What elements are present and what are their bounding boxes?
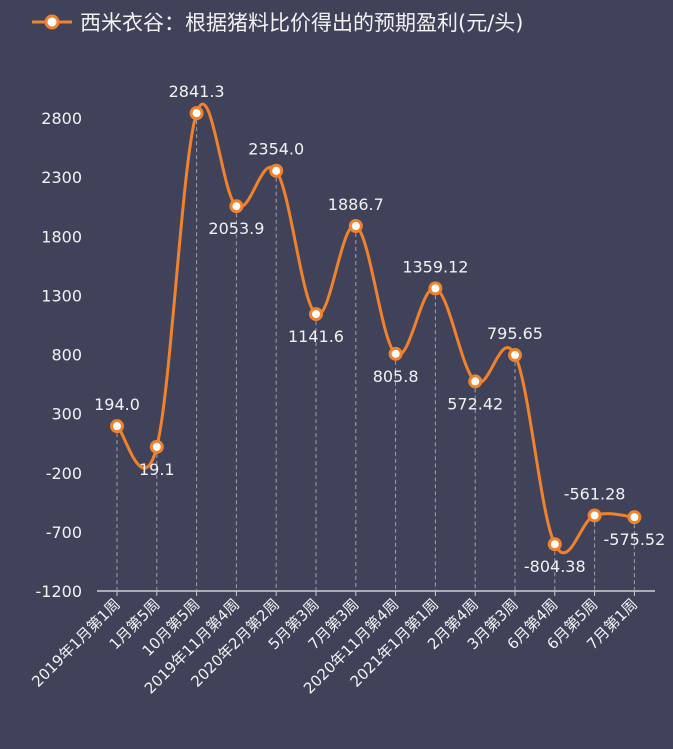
legend-marker-icon — [44, 14, 60, 30]
data-label: 1141.6 — [288, 327, 344, 346]
data-point — [110, 419, 124, 434]
data-label: 19.1 — [139, 460, 175, 479]
y-tick-label: -1200 — [36, 582, 83, 601]
data-point — [189, 106, 204, 121]
data-label: 194.0 — [94, 395, 140, 414]
data-label: 2354.0 — [248, 140, 304, 159]
y-tick-label: 300 — [51, 405, 82, 424]
data-point — [547, 537, 562, 552]
y-tick-label: -200 — [46, 464, 82, 483]
series-line — [115, 102, 635, 555]
data-point — [309, 307, 323, 322]
data-points — [110, 106, 642, 552]
data-point — [388, 346, 403, 361]
data-point — [587, 508, 602, 523]
data-label: 795.65 — [487, 324, 543, 343]
legend-label: 西米衣谷：根据猪料比价得出的预期盈利(元/头) — [80, 11, 523, 35]
data-label: 805.8 — [373, 367, 419, 386]
data-point — [428, 281, 443, 296]
data-point — [627, 510, 642, 525]
data-point — [508, 348, 522, 363]
data-point — [269, 163, 284, 178]
y-axis: 2800 2300 1800 1300 800 300 -200 -700 -1200 — [36, 109, 83, 601]
y-tick-label: 2800 — [41, 109, 82, 128]
data-label: 1886.7 — [328, 195, 384, 214]
data-point — [348, 218, 363, 233]
data-label: 2053.9 — [208, 219, 264, 238]
data-label: 572.42 — [447, 394, 503, 413]
x-axis: 2019年1月第1周1月第5周10月第5周2019年11月第4周2020年2月第… — [28, 590, 655, 697]
data-label: -561.28 — [564, 484, 626, 503]
data-label: 2841.3 — [169, 82, 225, 101]
data-point — [468, 374, 483, 389]
drop-lines — [116, 113, 635, 591]
y-tick-label: 1800 — [41, 227, 82, 246]
y-tick-label: 800 — [51, 346, 82, 365]
y-tick-label: 1300 — [41, 286, 82, 305]
data-point — [149, 439, 164, 454]
y-tick-label: 2300 — [41, 168, 82, 187]
data-labels: 194.0 19.1 2841.3 2053.9 2354.0 1141.6 1886.7 8… — [94, 82, 665, 576]
data-point — [229, 199, 244, 214]
y-tick-label: -700 — [46, 523, 82, 542]
data-label: -575.52 — [604, 530, 666, 549]
data-label: -804.38 — [524, 557, 586, 576]
data-label: 1359.12 — [402, 257, 468, 276]
legend[interactable]: 西米衣谷：根据猪料比价得出的预期盈利(元/头) — [32, 11, 523, 35]
